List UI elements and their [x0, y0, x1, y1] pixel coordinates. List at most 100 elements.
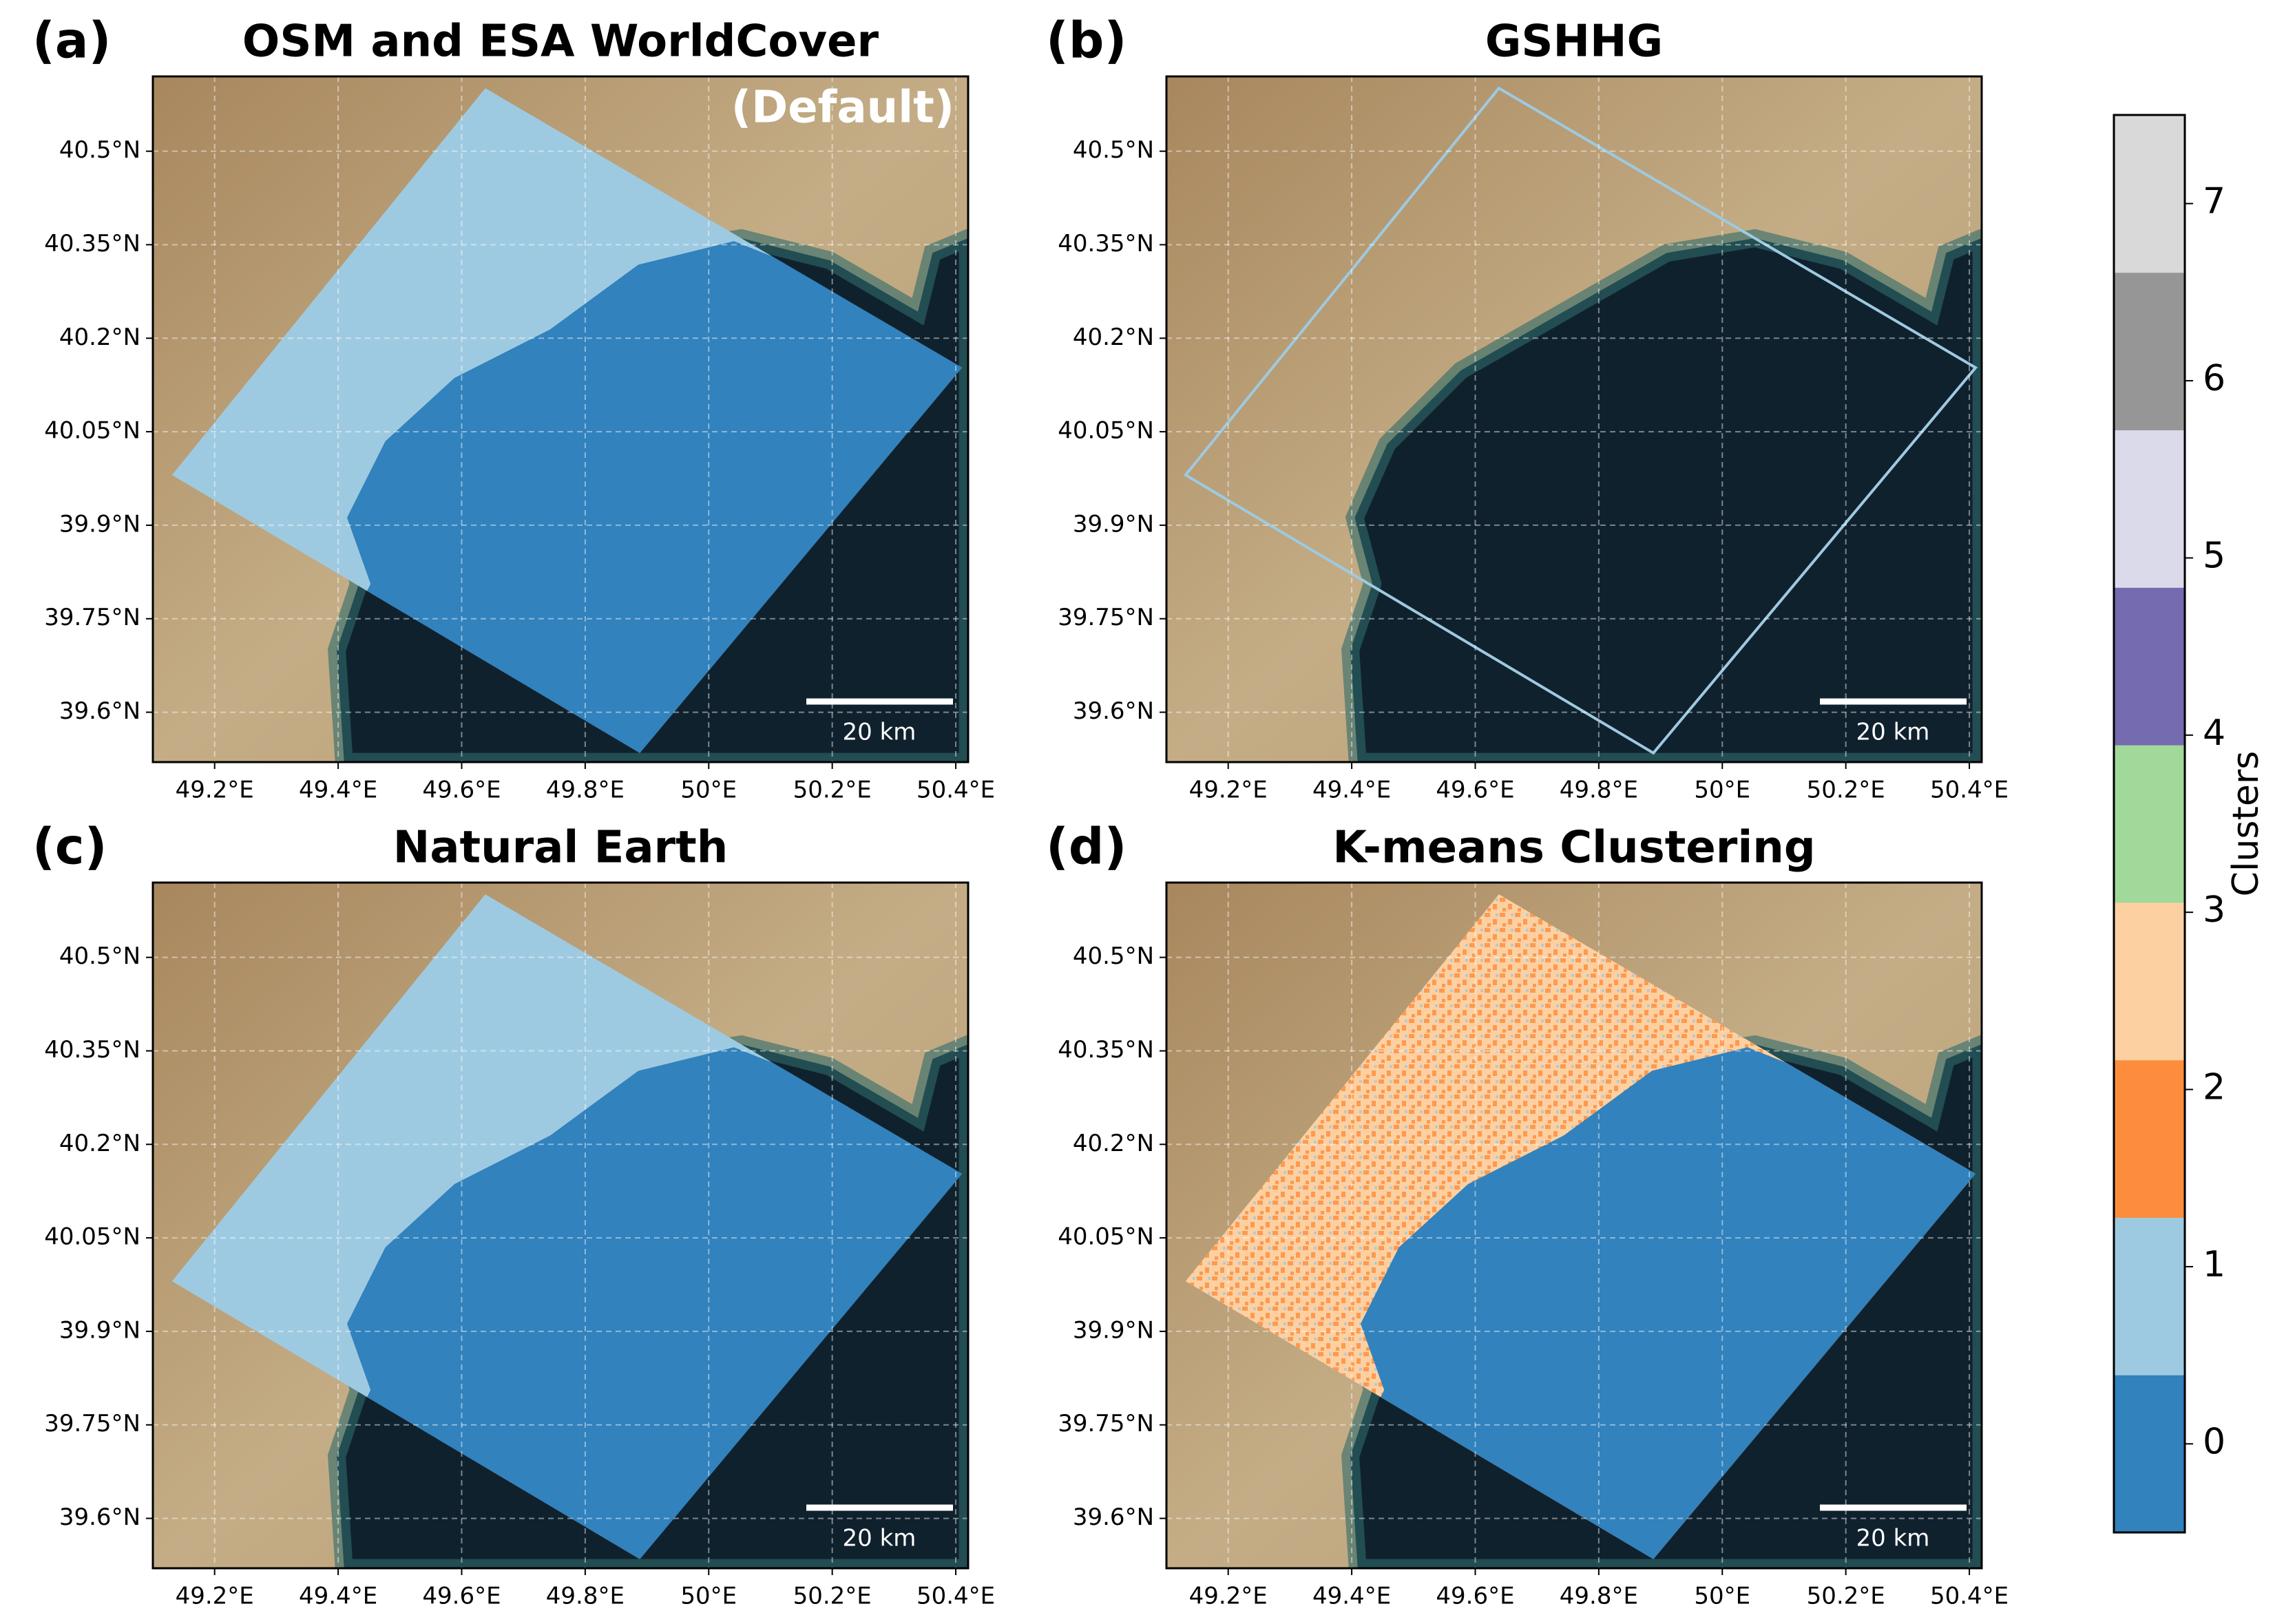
x-tick-label: 50.2°E	[1807, 777, 1885, 804]
y-tick-label: 40.35°N	[44, 1036, 140, 1064]
panel-letter: (b)	[1046, 12, 1126, 70]
y-tick-label: 40.2°N	[59, 324, 140, 351]
x-tick-label: 49.4°E	[1312, 777, 1391, 804]
map-content	[153, 76, 968, 762]
axes-frame	[1165, 75, 1983, 763]
axes-frame	[151, 881, 970, 1570]
y-tick-label: 40.35°N	[1058, 230, 1154, 257]
colorbar-segment	[2114, 1217, 2185, 1375]
x-tick-label: 49.2°E	[1189, 1583, 1268, 1610]
axes-frame	[151, 75, 970, 763]
y-tick-label: 39.75°N	[1058, 604, 1154, 631]
x-tick-label: 50.2°E	[793, 777, 872, 804]
scale-bar-label: 20 km	[1856, 719, 1930, 746]
colorbar-segment	[2114, 745, 2185, 903]
x-tick-label: 49.2°E	[176, 1583, 254, 1610]
y-tick-label: 39.75°N	[1058, 1410, 1154, 1437]
colorbar-tick-label: 2	[2203, 1067, 2225, 1108]
x-tick-label: 49.2°E	[1189, 777, 1268, 804]
scale-bar-label: 20 km	[843, 1525, 916, 1552]
colorbar-segment	[2114, 902, 2185, 1061]
colorbar-segment	[2114, 1059, 2185, 1218]
map-panel: 49.2°E 49.4°E 49.6°E 49.8°E 50°E 50.2°E 50.4°E…	[1046, 12, 2009, 804]
y-tick-label: 40.5°N	[59, 136, 140, 164]
footprint-outline	[1183, 86, 1978, 755]
x-tick-label: 49.8°E	[1560, 1583, 1638, 1610]
x-tick-label: 49.4°E	[299, 1583, 377, 1610]
y-tick-label: 40.35°N	[44, 230, 140, 257]
panel-title: GSHHG	[1485, 17, 1663, 67]
panel-title: OSM and ESA WorldCover	[242, 17, 879, 67]
x-tick-label: 49.6°E	[422, 1583, 501, 1610]
y-tick-label: 40.05°N	[1058, 417, 1154, 445]
x-tick-label: 50.2°E	[1807, 1583, 1885, 1610]
y-tick-label: 39.6°N	[59, 697, 140, 725]
colorbar-segment	[2114, 430, 2185, 588]
y-tick-label: 39.75°N	[44, 1410, 140, 1437]
x-tick-label: 49.6°E	[1436, 777, 1514, 804]
y-tick-label: 40.5°N	[59, 942, 140, 970]
x-tick-label: 49.2°E	[176, 777, 254, 804]
x-tick-label: 49.6°E	[422, 777, 501, 804]
map-content	[1166, 883, 1982, 1568]
colorbar-segment	[2114, 115, 2185, 273]
panel-title: K-means Clustering	[1332, 823, 1815, 874]
panel-letter: (d)	[1046, 818, 1126, 876]
y-tick-label: 40.05°N	[44, 1223, 140, 1251]
y-tick-label: 39.6°N	[1073, 1504, 1154, 1531]
y-tick-label: 40.05°N	[44, 417, 140, 445]
x-tick-label: 49.8°E	[546, 1583, 625, 1610]
y-tick-label: 39.6°N	[59, 1504, 140, 1531]
x-tick-label: 49.4°E	[1312, 1583, 1391, 1610]
sea	[1341, 228, 1982, 762]
colorbar-tick-label: 7	[2203, 181, 2225, 222]
x-tick-label: 49.8°E	[546, 777, 625, 804]
x-tick-label: 50°E	[1694, 777, 1750, 804]
x-tick-label: 50.2°E	[793, 1583, 872, 1610]
colorbar-frame	[2113, 114, 2186, 1534]
map-panel: 49.2°E 49.4°E 49.6°E 49.8°E 50°E 50.2°E 50.4°E…	[32, 12, 995, 804]
scale-bar-label: 20 km	[1856, 1525, 1930, 1552]
panel-subtitle: (Default)	[731, 83, 954, 134]
y-tick-label: 40.5°N	[1073, 942, 1154, 970]
axes-frame	[1165, 881, 1983, 1570]
y-tick-label: 40.2°N	[1073, 324, 1154, 351]
colorbar-tick-label: 5	[2203, 535, 2225, 576]
panel-letter: (c)	[32, 818, 107, 876]
x-tick-label: 50°E	[680, 1583, 737, 1610]
y-tick-label: 39.75°N	[44, 604, 140, 631]
x-tick-label: 50°E	[680, 777, 737, 804]
colorbar-segment	[2114, 587, 2185, 746]
x-tick-label: 50.4°E	[1930, 777, 2009, 804]
panel-title: Natural Earth	[393, 823, 729, 874]
y-tick-label: 40.5°N	[1073, 136, 1154, 164]
y-tick-label: 39.9°N	[59, 510, 140, 538]
x-tick-label: 49.8°E	[1560, 777, 1638, 804]
x-tick-label: 50°E	[1694, 1583, 1750, 1610]
x-tick-label: 50.4°E	[1930, 1583, 2009, 1610]
colorbar-label: Clusters	[2225, 751, 2267, 897]
map-panel: 49.2°E 49.4°E 49.6°E 49.8°E 50°E 50.2°E 50.4°E…	[1046, 818, 2009, 1610]
colorbar-tick-label: 1	[2203, 1244, 2225, 1285]
map-content	[153, 883, 968, 1568]
panel-letter: (a)	[32, 12, 111, 70]
y-tick-label: 39.6°N	[1073, 697, 1154, 725]
y-tick-label: 40.2°N	[1073, 1130, 1154, 1157]
y-tick-label: 39.9°N	[59, 1316, 140, 1344]
y-tick-label: 39.9°N	[1073, 510, 1154, 538]
colorbar-tick-label: 3	[2203, 889, 2225, 931]
map-content	[1166, 76, 1982, 762]
colorbar-segment	[2114, 272, 2185, 431]
x-tick-label: 50.4°E	[916, 777, 995, 804]
colorbar-tick-label: 4	[2203, 713, 2225, 754]
scale-bar-label: 20 km	[843, 719, 916, 746]
y-tick-label: 39.9°N	[1073, 1316, 1154, 1344]
y-tick-label: 40.2°N	[59, 1130, 140, 1157]
colorbar-segment	[2114, 1375, 2185, 1533]
map-panel: 49.2°E 49.4°E 49.6°E 49.8°E 50°E 50.2°E 50.4°E…	[32, 818, 995, 1610]
colorbar-tick-label: 0	[2203, 1421, 2225, 1462]
y-tick-label: 40.35°N	[1058, 1036, 1154, 1064]
x-tick-label: 49.4°E	[299, 777, 377, 804]
y-tick-label: 40.05°N	[1058, 1223, 1154, 1251]
